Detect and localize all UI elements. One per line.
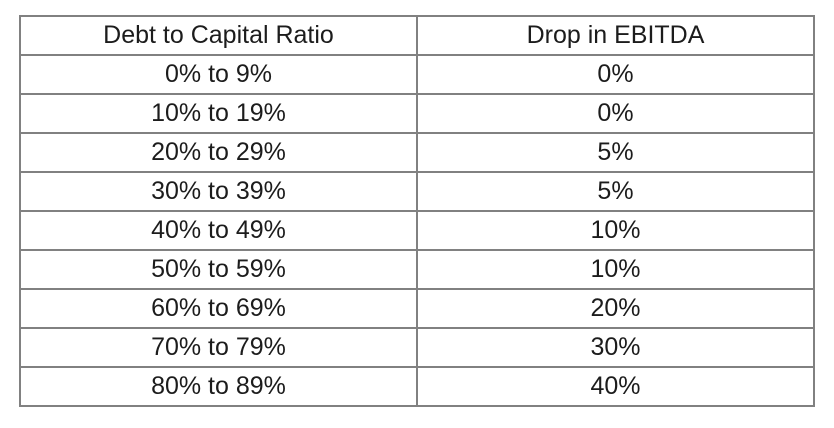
- table-row: 0% to 9% 0%: [19, 54, 815, 95]
- ebitda-cell: 40%: [416, 366, 815, 407]
- ratio-cell: 80% to 89%: [19, 366, 418, 407]
- ratio-cell: 40% to 49%: [19, 210, 418, 251]
- header-row: Debt to Capital Ratio Drop in EBITDA: [19, 15, 815, 56]
- ebitda-cell: 0%: [416, 54, 815, 95]
- table-row: 50% to 59% 10%: [19, 249, 815, 290]
- table-row: 70% to 79% 30%: [19, 327, 815, 368]
- ebitda-cell: 20%: [416, 288, 815, 329]
- table-row: 10% to 19% 0%: [19, 93, 815, 134]
- table-header: Debt to Capital Ratio Drop in EBITDA: [19, 15, 815, 56]
- ratio-cell: 20% to 29%: [19, 132, 418, 173]
- ebitda-cell: 10%: [416, 210, 815, 251]
- column-header-debt-to-capital-ratio: Debt to Capital Ratio: [19, 15, 418, 56]
- ratio-cell: 10% to 19%: [19, 93, 418, 134]
- ebitda-cell: 10%: [416, 249, 815, 290]
- ratio-cell: 50% to 59%: [19, 249, 418, 290]
- table-row: 60% to 69% 20%: [19, 288, 815, 329]
- table-row: 20% to 29% 5%: [19, 132, 815, 173]
- ratio-cell: 30% to 39%: [19, 171, 418, 212]
- table-row: 40% to 49% 10%: [19, 210, 815, 251]
- table-row: 30% to 39% 5%: [19, 171, 815, 212]
- ratio-cell: 0% to 9%: [19, 54, 418, 95]
- ebitda-cell: 0%: [416, 93, 815, 134]
- table-body: 0% to 9% 0% 10% to 19% 0% 20% to 29% 5% …: [19, 54, 815, 407]
- ratio-cell: 70% to 79%: [19, 327, 418, 368]
- table-row: 80% to 89% 40%: [19, 366, 815, 407]
- ebitda-cell: 30%: [416, 327, 815, 368]
- ebitda-cell: 5%: [416, 132, 815, 173]
- column-header-drop-in-ebitda: Drop in EBITDA: [416, 15, 815, 56]
- ebitda-cell: 5%: [416, 171, 815, 212]
- ratio-cell: 60% to 69%: [19, 288, 418, 329]
- debt-ebitda-table: Debt to Capital Ratio Drop in EBITDA 0% …: [19, 15, 815, 407]
